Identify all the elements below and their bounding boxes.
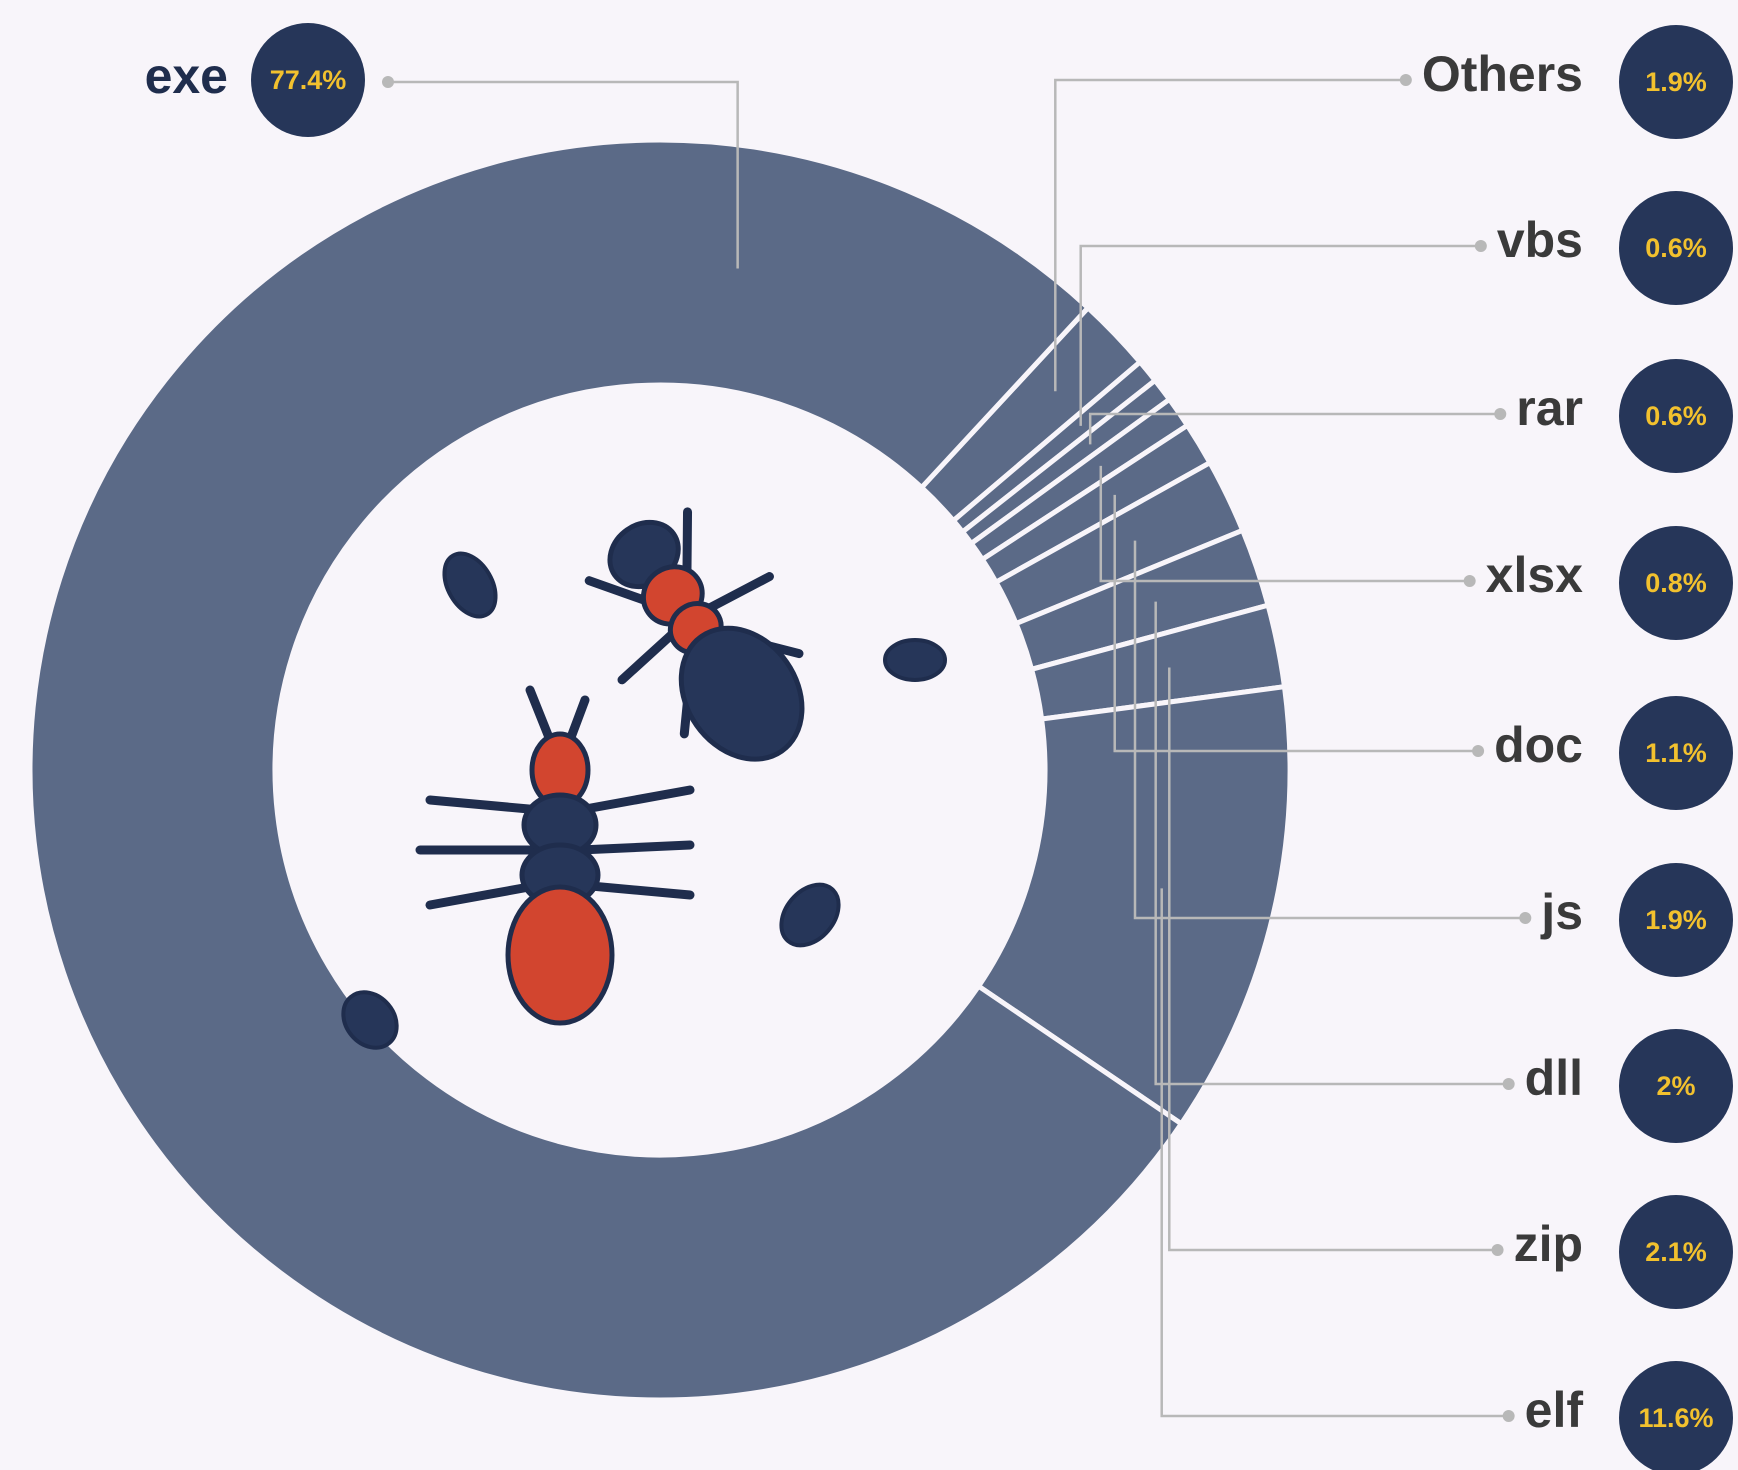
leader-dot	[1502, 1410, 1515, 1422]
leader-line	[1154, 601, 1509, 1086]
value-label: 2.1%	[1645, 1237, 1707, 1267]
leader-dot	[1399, 74, 1412, 86]
value-label: 77.4%	[270, 65, 347, 95]
value-label: 1.1%	[1645, 738, 1707, 768]
leader-line	[1113, 494, 1479, 753]
leader-dot	[1494, 408, 1507, 420]
value-badge	[1619, 1195, 1733, 1309]
value-badge	[1619, 1361, 1733, 1470]
leader-dot	[1519, 912, 1532, 924]
value-label: 1.9%	[1645, 905, 1707, 935]
leader-line	[1054, 78, 1406, 392]
value-label: 11.6%	[1638, 1403, 1713, 1433]
value-label: 0.6%	[1645, 401, 1707, 431]
leader-dot	[1491, 1244, 1504, 1256]
value-label: 0.6%	[1645, 233, 1707, 263]
leader-dot	[1474, 240, 1487, 252]
value-badge	[1619, 1029, 1733, 1143]
category-label: js	[1540, 884, 1583, 940]
leader-line	[1079, 244, 1481, 426]
value-badge	[1619, 25, 1733, 139]
category-label: doc	[1494, 717, 1583, 773]
value-badge	[251, 23, 365, 137]
leader-dot	[1463, 575, 1476, 587]
leader-line	[1088, 412, 1501, 445]
leader-dot	[1502, 1078, 1515, 1090]
leader-line	[1133, 540, 1526, 920]
value-badge	[1619, 191, 1733, 305]
leader-dot	[382, 76, 394, 88]
category-label: Others	[1422, 46, 1583, 102]
value-badge	[1619, 863, 1733, 977]
category-label: elf	[1525, 1382, 1584, 1438]
category-label: zip	[1514, 1216, 1583, 1272]
leader-line	[1099, 465, 1470, 583]
leader-line	[388, 80, 739, 269]
category-label: xlsx	[1486, 547, 1584, 603]
category-label: rar	[1516, 380, 1583, 436]
value-badge	[1619, 526, 1733, 640]
leader-line	[1160, 888, 1509, 1418]
value-label: 1.9%	[1645, 67, 1707, 97]
leader-line	[1168, 667, 1498, 1252]
value-label: 0.8%	[1645, 568, 1707, 598]
category-label: vbs	[1497, 212, 1583, 268]
donut	[27, 137, 1293, 1403]
category-label: exe	[145, 48, 228, 104]
value-badge	[1619, 359, 1733, 473]
leader-dot	[1472, 745, 1485, 757]
category-label: dll	[1525, 1050, 1583, 1106]
value-badge	[1619, 696, 1733, 810]
value-label: 2%	[1656, 1071, 1695, 1101]
bug-illustration	[341, 507, 947, 1050]
